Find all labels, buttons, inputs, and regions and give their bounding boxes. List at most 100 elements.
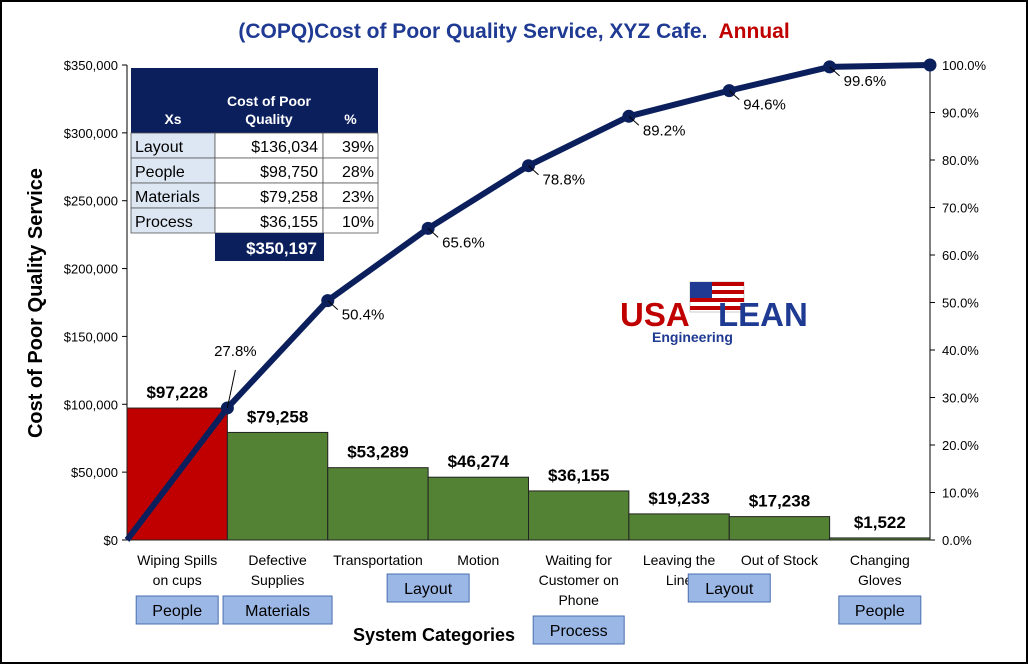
bar: [829, 537, 931, 541]
bar: [728, 516, 831, 541]
table-cell: 23%: [342, 189, 374, 206]
table-cell-bg: [214, 207, 324, 234]
group-tag: People: [135, 595, 219, 625]
table-cell: $98,750: [260, 164, 318, 181]
bar-value-label: $79,258: [247, 407, 308, 426]
group-tag: Materials: [222, 595, 333, 625]
bar: [427, 476, 529, 541]
y-tick-label: $300,000: [64, 126, 118, 141]
bar: [327, 467, 429, 541]
label-leader: [728, 90, 740, 101]
bar-value-label: $36,155: [548, 466, 609, 485]
table-row: People $98,750 28%: [130, 157, 379, 184]
table-cell-bg: [322, 207, 379, 234]
table-cell-bg: [214, 182, 324, 209]
group-tag: Layout: [386, 573, 470, 603]
y-tick-label: $100,000: [64, 397, 118, 412]
label-leader: [628, 115, 640, 126]
y2-tick-label: 10.0%: [942, 486, 979, 501]
y2-tick-label: 60.0%: [942, 248, 979, 263]
bar-value-labels: $97,228 $79,258 $53,289 $46,274 $36,155 $19,2…: [146, 383, 905, 532]
bar-value-label: $97,228: [146, 383, 207, 402]
table-cell: Process: [135, 214, 193, 231]
usa-lean-logo: USA LEAN Engineering: [620, 281, 808, 345]
table-cell-bg: [322, 132, 379, 159]
y-tick-label: $50,000: [71, 465, 118, 480]
y2-tick-label: 100.0%: [942, 58, 987, 73]
category-label: Wiping Spills on cups: [137, 552, 217, 588]
y2-tick-label: 20.0%: [942, 438, 979, 453]
category-label: Waiting for Customer on Phone: [539, 552, 619, 608]
bar-value-label: $1,522: [854, 513, 906, 532]
y2-tick-label: 40.0%: [942, 343, 979, 358]
group-tags: People Materials Layout Process Layout People: [135, 573, 922, 645]
table-header-bg: [131, 68, 378, 133]
table-cell: Materials: [135, 189, 200, 206]
table-row: Process $36,155 10%: [130, 207, 379, 234]
cumulative-label: 99.6%: [844, 73, 887, 90]
y-tick-label: $150,000: [64, 329, 118, 344]
category-labels: Wiping Spills on cups Defective Supplies Tra…: [137, 552, 910, 608]
logo-text-usa: USA: [620, 296, 690, 333]
group-tag-box: [222, 595, 333, 625]
cumulative-label: 65.6%: [442, 234, 485, 251]
table-row: Layout $136,034 39%: [130, 132, 379, 159]
table-cell: 10%: [342, 214, 374, 231]
group-tag-label: Process: [550, 623, 608, 640]
table-cell: 39%: [342, 139, 374, 156]
table-cell-bg: [322, 157, 379, 184]
bar: [628, 513, 730, 541]
y-tick-label: $0: [104, 533, 118, 548]
category-label: Changing Gloves: [850, 552, 910, 588]
y2-tick-label: 50.0%: [942, 296, 979, 311]
chart-title-main: (COPQ)Cost of Poor Quality Service, XYZ …: [238, 20, 707, 43]
table-row: Materials $79,258 23%: [130, 182, 379, 209]
cumulative-point: [923, 58, 937, 72]
group-tag-label: People: [855, 603, 905, 620]
group-tag-label: Materials: [245, 603, 310, 620]
bars: [126, 407, 931, 541]
table-header-cell: %: [344, 111, 357, 127]
bar-value-label: $19,233: [648, 489, 709, 508]
group-tag-label: People: [152, 603, 202, 620]
y-axis-title: Cost of Poor Quality Service: [25, 168, 47, 438]
group-tag-box: [386, 573, 470, 603]
table-cell: $136,034: [251, 139, 318, 156]
bar: [226, 431, 329, 541]
flag-icon: [689, 281, 745, 313]
cumulative-label: 50.4%: [342, 307, 385, 324]
y-tick-label: $250,000: [64, 194, 118, 209]
y2-tick-label: 0.0%: [942, 533, 972, 548]
x-axis-title: System Categories: [353, 625, 515, 645]
y2-tick-label: 80.0%: [942, 153, 979, 168]
y2-tick-label: 70.0%: [942, 201, 979, 216]
chart-title: (COPQ)Cost of Poor Quality Service, XYZ …: [238, 20, 789, 43]
group-tag-box: [135, 595, 219, 625]
label-leader: [528, 165, 539, 176]
group-tag: People: [838, 595, 922, 625]
cumulative-label: 78.8%: [543, 172, 586, 189]
category-label: Out of Stock: [741, 552, 819, 568]
category-label: Motion: [457, 552, 499, 568]
label-leader: [829, 66, 840, 77]
group-tag-label: Layout: [404, 581, 453, 598]
bar-value-label: $46,274: [448, 452, 510, 471]
chart-title-suffix: Annual: [719, 20, 790, 43]
category-label: Defective Supplies: [248, 552, 307, 588]
label-leader: [427, 228, 439, 238]
table-cell: People: [135, 164, 185, 181]
table-cell: $36,155: [260, 214, 318, 231]
table-header-cell: Cost of Poor Quality: [227, 93, 312, 127]
group-tag-box: [838, 595, 922, 625]
group-tag-box: [532, 615, 625, 645]
cumulative-label: 94.6%: [743, 97, 786, 114]
summary-table: Xs Cost of Poor Quality % Layout $136,034 39% P…: [130, 68, 379, 261]
group-tag-label: Layout: [705, 581, 754, 598]
logo-text-lean: LEAN: [718, 296, 808, 333]
bar: [528, 490, 630, 541]
table-cell: Layout: [135, 139, 184, 156]
table-header-cell: Xs: [164, 111, 181, 127]
table-cell: $79,258: [260, 189, 318, 206]
bar-value-label: $53,289: [347, 443, 408, 462]
